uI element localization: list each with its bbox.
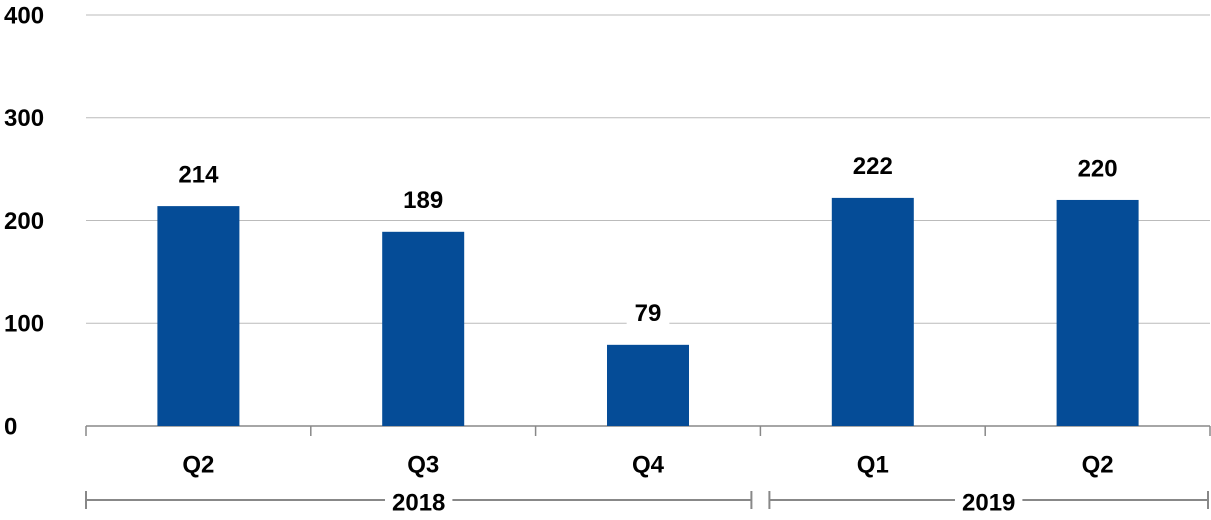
label-bg [844,149,901,182]
y-tick-label: 200 [4,208,44,235]
bar [157,206,240,426]
group-label: 2019 [962,489,1015,516]
bar [607,344,689,426]
y-tick-label: 100 [4,311,44,338]
y-tick-label: 0 [4,413,17,440]
data-label: 189 [403,187,443,214]
data-label: 214 [178,161,219,188]
group-label: 2018 [392,489,445,516]
data-label: 79 [635,300,662,327]
label-bg [626,296,670,329]
y-tick-label: 400 [4,2,44,29]
label-bg [395,183,452,216]
x-tick-label: Q4 [632,451,665,478]
label-bg [170,158,227,191]
bar [1056,199,1139,426]
label-bg [1069,151,1126,184]
x-tick-label: Q3 [407,451,439,478]
bar [831,197,914,426]
bar [382,231,465,426]
group-label-bg [385,484,453,516]
x-tick-label: Q2 [1082,451,1114,478]
group-label-bg [955,484,1023,516]
data-label: 220 [1078,155,1118,182]
x-tick-label: Q2 [182,451,214,478]
data-label: 222 [853,153,893,180]
y-tick-label: 300 [4,105,44,132]
x-tick-label: Q1 [857,451,889,478]
